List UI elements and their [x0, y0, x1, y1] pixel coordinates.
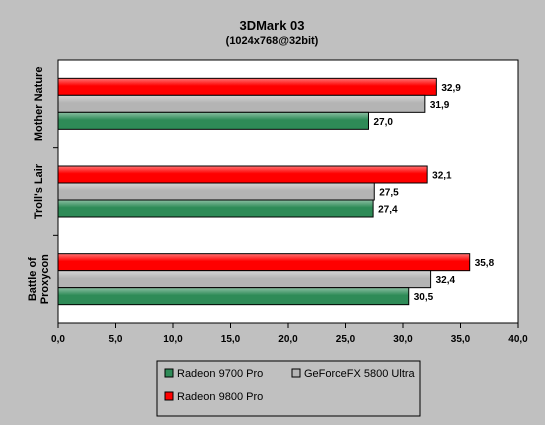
- data-label: 32,4: [436, 275, 456, 286]
- legend-label: GeForceFX 5800 Ultra: [304, 368, 416, 380]
- legend-box: [156, 360, 421, 417]
- legend-label: Radeon 9800 Pro: [177, 391, 263, 403]
- bar-troll-s-lair-geforcefx-5800-ultra: [57, 182, 375, 201]
- legend: Radeon 9700 Pro GeForceFX 5800 Ultra Radeo…: [156, 360, 421, 417]
- axis-layer: Mother Nature Troll's Lair Battle of Proxyc…: [27, 67, 528, 345]
- data-label: 31,9: [430, 100, 450, 111]
- data-label: 32,1: [432, 171, 452, 182]
- chart-subtitle: (1024x768@32bit): [226, 35, 319, 47]
- legend-swatch: [164, 368, 174, 378]
- category-label: Troll's Lair: [33, 163, 45, 219]
- category-label: Proxycon: [39, 254, 51, 304]
- x-tick-label: 30,0: [393, 334, 413, 345]
- category-label: Battle of: [27, 257, 39, 301]
- data-label: 27,0: [374, 117, 394, 128]
- data-label: 35,8: [475, 258, 495, 269]
- bar-mother-nature-geforcefx-5800-ultra: [57, 94, 426, 113]
- bar-troll-s-lair-radeon-9800-pro: [57, 165, 428, 184]
- bar-mother-nature-radeon-9700-pro: [57, 111, 369, 130]
- x-tick-label: 20,0: [278, 334, 298, 345]
- legend-swatch: [291, 368, 301, 378]
- x-tick-label: 10,0: [163, 334, 183, 345]
- bars-layer: [57, 77, 471, 306]
- legend-swatch: [164, 391, 174, 401]
- data-label: 27,5: [379, 188, 399, 199]
- category-label: Mother Nature: [33, 67, 45, 142]
- bar-battle-of-proxycon-radeon-9800-pro: [57, 253, 471, 272]
- x-tick-label: 25,0: [336, 334, 356, 345]
- data-label: 27,4: [378, 205, 398, 216]
- bar-mother-nature-radeon-9800-pro: [57, 77, 437, 96]
- bar-battle-of-proxycon-geforcefx-5800-ultra: [57, 270, 432, 289]
- data-label: 32,9: [441, 83, 461, 94]
- legend-label: Radeon 9700 Pro: [177, 368, 263, 380]
- x-tick-label: 15,0: [221, 334, 241, 345]
- data-label: 30,5: [414, 292, 434, 303]
- bar-troll-s-lair-radeon-9700-pro: [57, 199, 374, 218]
- bar-battle-of-proxycon-radeon-9700-pro: [57, 287, 410, 306]
- data-labels-layer: 32,9 31,9 27,0 32,1 27,5 27,4 35,8 32,430,5: [374, 83, 495, 303]
- chart-title: 3DMark 03: [239, 18, 304, 33]
- x-tick-label: 0,0: [51, 334, 65, 345]
- x-tick-label: 35,0: [451, 334, 471, 345]
- x-tick-label: 40,0: [508, 334, 528, 345]
- x-tick-label: 5,0: [109, 334, 123, 345]
